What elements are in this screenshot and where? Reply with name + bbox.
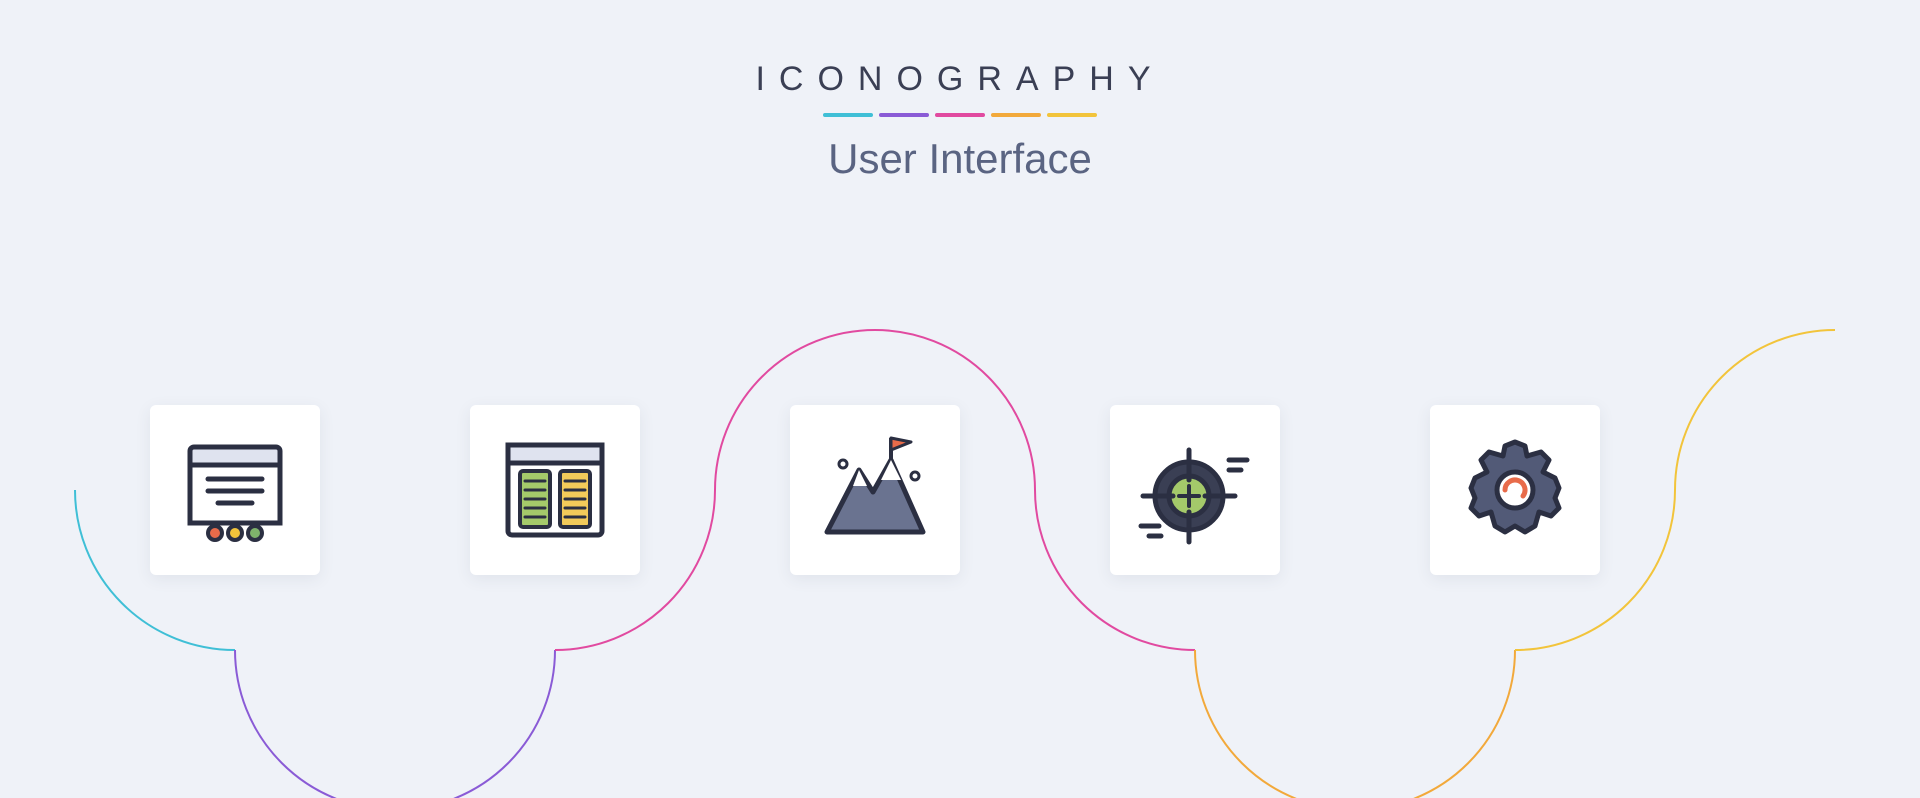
icon-card-browser-columns — [470, 405, 640, 575]
icon-card-target — [1110, 405, 1280, 575]
wave-line — [0, 0, 1920, 798]
icon-card-gear — [1430, 405, 1600, 575]
icon-stage — [0, 0, 1920, 798]
mountain-flag-icon — [815, 430, 935, 550]
icon-card-browser-form — [150, 405, 320, 575]
wave-seg-1 — [235, 650, 555, 798]
gear-settings-icon — [1455, 430, 1575, 550]
target-crosshair-icon — [1135, 430, 1255, 550]
browser-form-icon — [180, 435, 290, 545]
icon-card-mountain-flag — [790, 405, 960, 575]
wave-seg-3 — [1195, 650, 1515, 798]
browser-columns-icon — [500, 435, 610, 545]
